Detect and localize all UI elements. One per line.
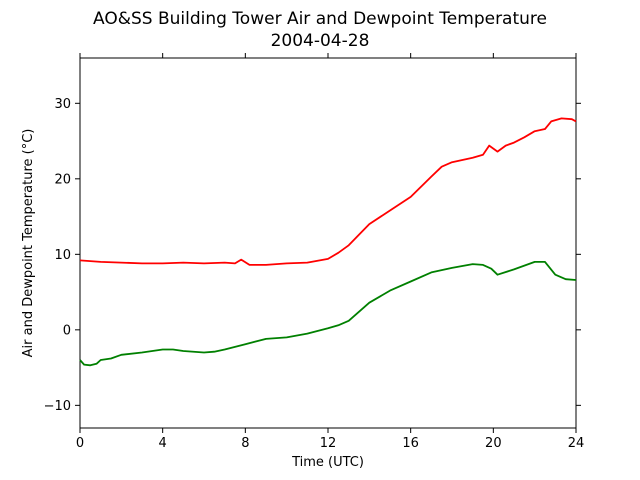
y-tick-label: 30 bbox=[54, 97, 71, 112]
series-line-1 bbox=[79, 117, 577, 266]
x-tick-label: 12 bbox=[320, 436, 337, 451]
x-tick-label: 24 bbox=[568, 436, 585, 451]
y-tick-label: −10 bbox=[44, 399, 71, 414]
y-axis-label: Air and Dewpoint Temperature (°C) bbox=[21, 129, 36, 358]
chart-title: AO&SS Building Tower Air and Dewpoint Te… bbox=[93, 9, 547, 29]
ticks-layer: 0 4 8 12 16 20 24 −10 0 10 20 30 bbox=[44, 53, 585, 451]
y-tick-label: 0 bbox=[63, 323, 71, 338]
x-tick-label: 4 bbox=[159, 436, 167, 451]
y-tick-label: 20 bbox=[54, 172, 71, 187]
x-axis-label: Time (UTC) bbox=[291, 455, 364, 470]
series-line-2 bbox=[79, 260, 577, 367]
x-tick-label: 16 bbox=[402, 436, 419, 451]
plot-frame bbox=[79, 57, 577, 429]
chart-subtitle: 2004-04-28 bbox=[271, 31, 370, 51]
x-tick-label: 8 bbox=[241, 436, 249, 451]
x-tick-label: 20 bbox=[485, 436, 502, 451]
y-tick-label: 10 bbox=[54, 248, 71, 263]
series-layer bbox=[79, 117, 577, 367]
x-tick-label: 0 bbox=[76, 436, 84, 451]
